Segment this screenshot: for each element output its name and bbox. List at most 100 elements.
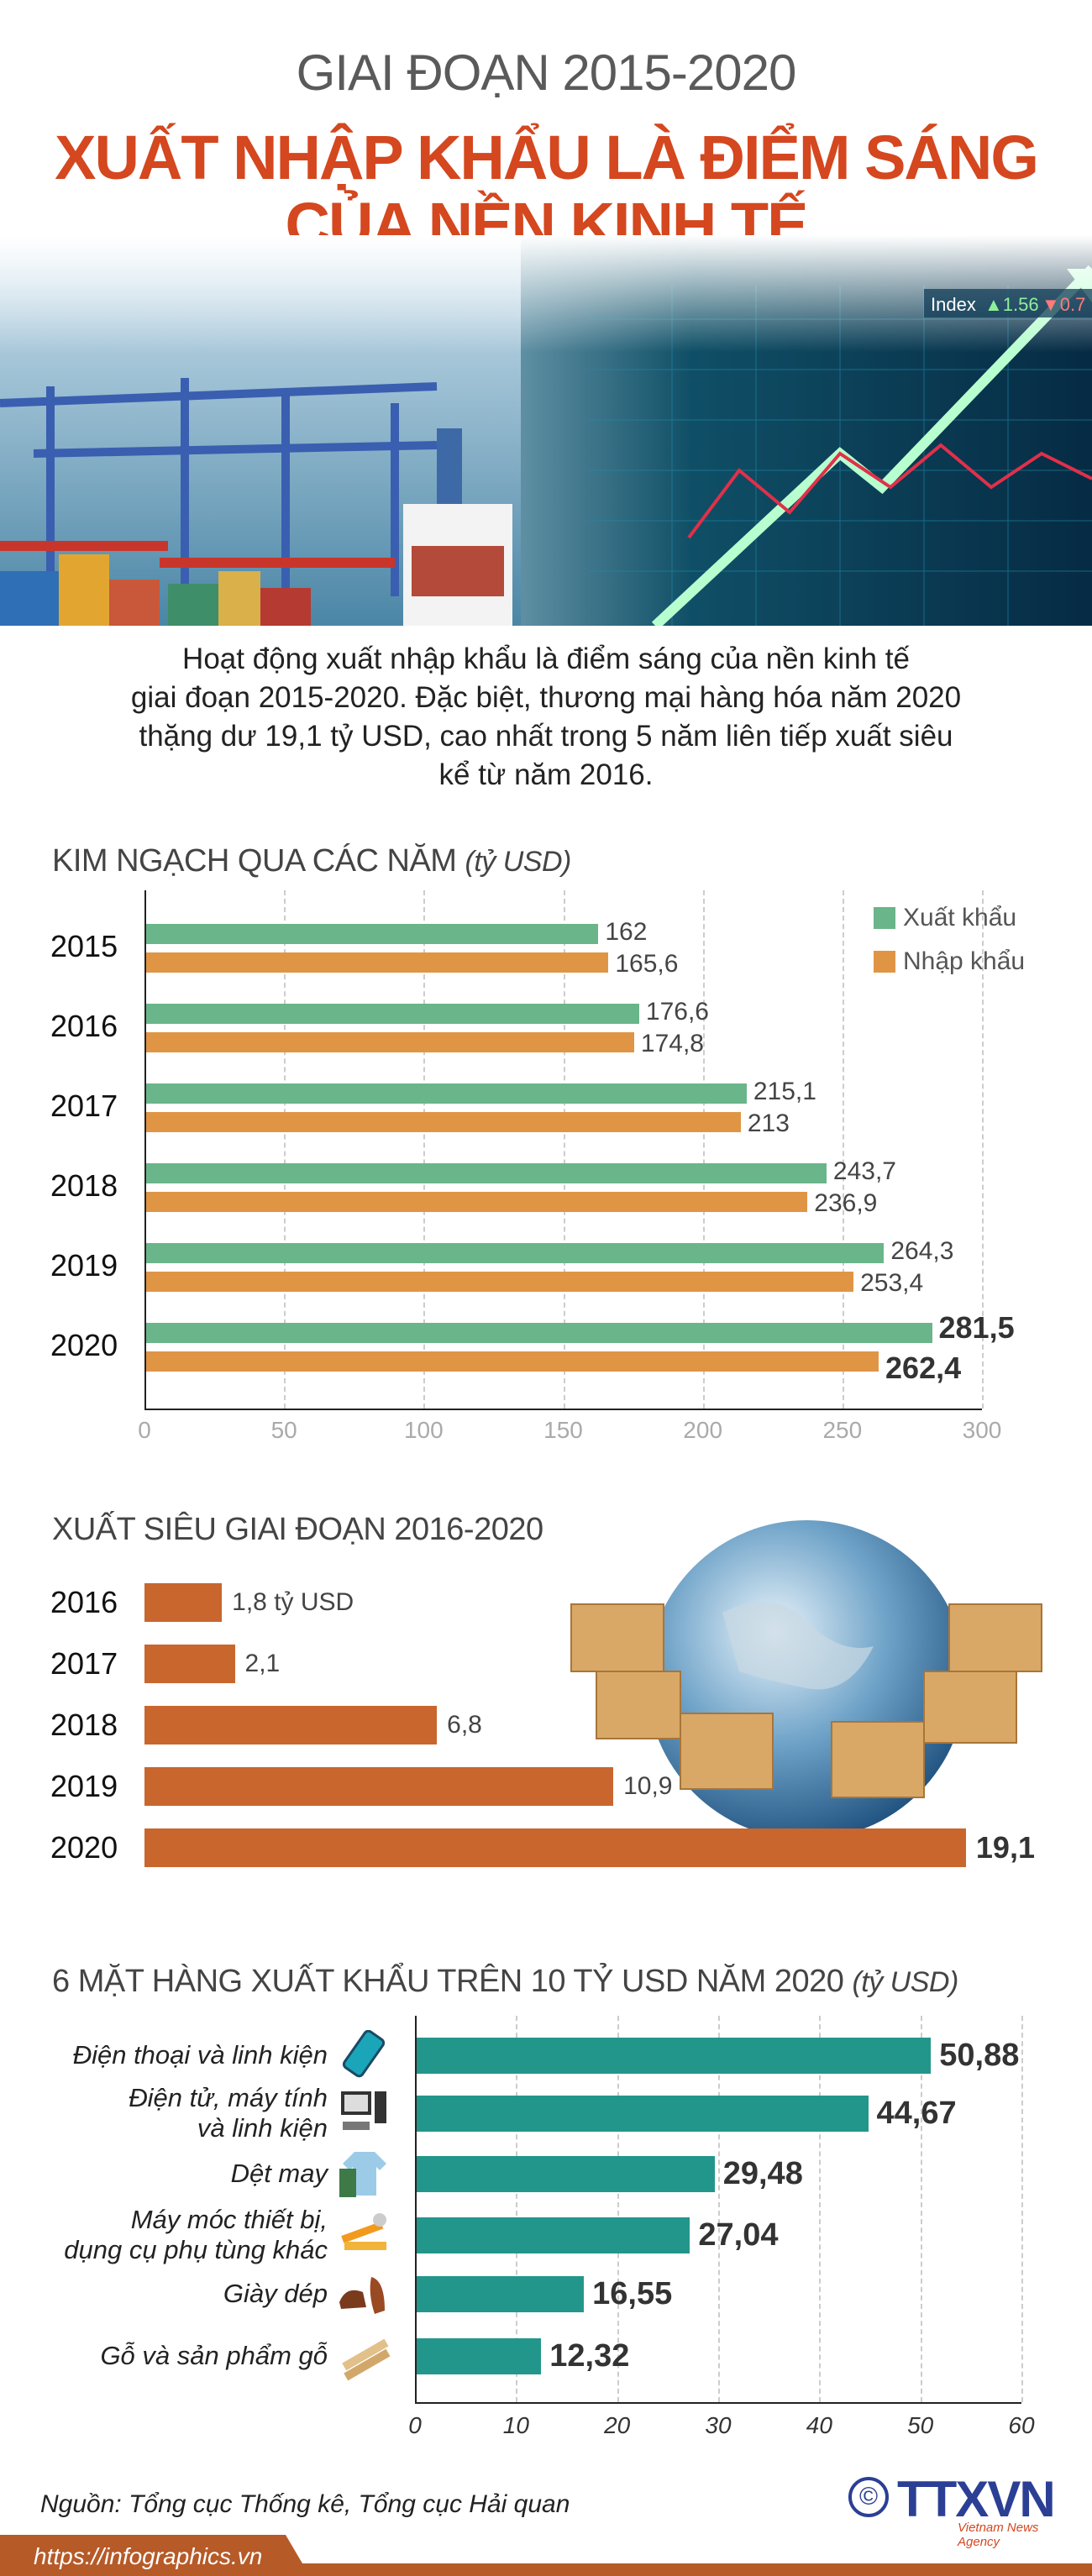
category-label: Điện tử, máy tính và linh kiện [8,2083,328,2143]
export-bar [146,1163,827,1183]
x-tick-label: 0 [408,2412,422,2438]
bar-value-label: 253,4 [860,1269,924,1297]
x-tick-label: 300 [962,1417,1002,1443]
export-bar [146,1323,932,1343]
category-label-line: Điện thoại và linh kiện [72,2040,328,2070]
y-axis [144,890,146,1409]
category-label: Điện thoại và linh kiện [8,2040,328,2070]
bar-value-label: 19,1 [975,1830,1035,1865]
x-tick-label: 30 [705,2412,732,2438]
chart3-unit: (tỷ USD) [852,1966,958,1998]
x-tick-label: 150 [543,1417,583,1443]
chart1-unit: (tỷ USD) [465,846,572,878]
bar-value-label: 6,8 [447,1711,482,1739]
product-bar [417,2217,690,2253]
import-bar [146,1032,634,1052]
surplus-bar [144,1583,223,1622]
bar-value-label: 174,8 [640,1030,704,1057]
x-tick-label: 60 [1008,2412,1035,2438]
category-label: Máy móc thiết bị, dụng cụ phụ tùng khác [8,2205,328,2265]
category-label: Gỗ và sản phẩm gỗ [8,2341,328,2371]
x-axis [144,1409,982,1410]
x-tick-label: 50 [270,1417,297,1443]
year-label: 2020 [50,1830,118,1865]
bar-value-label: 1,8 tỷ USD [232,1588,354,1616]
x-tick-label: 200 [683,1417,723,1443]
product-bar [417,2156,715,2192]
x-tick-label: 100 [403,1417,444,1443]
year-label: 2017 [50,1089,118,1123]
x-tick-label: 10 [502,2412,529,2438]
intro-line: Hoạt động xuất nhập khẩu là điểm sáng củ… [182,643,910,675]
website-link[interactable]: https://infographics.vn [34,2543,263,2569]
bar-value-label: 162 [605,918,648,946]
gridline [819,2016,822,2402]
bar-value-label: 281,5 [938,1310,1015,1345]
import-bar [146,1112,741,1132]
source-note: Nguồn: Tổng cục Thống kê, Tổng cục Hải q… [40,2490,570,2518]
hero-port-and-market-photo: Index ▲1.56 ▼0.7 [0,235,1092,626]
export-bar [146,1004,639,1024]
gridline [920,2016,922,2402]
logo-text: TTXVN [897,2471,1056,2527]
export-bar [146,924,599,944]
category-label: Dệt may [8,2159,328,2189]
copyright-icon: © [848,2477,889,2517]
bar-value-label: 236,9 [814,1189,878,1217]
gridline [423,890,426,1409]
bar-value-label: 264,3 [890,1237,954,1265]
hero-index-up: ▲1.56 [984,294,1039,315]
category-label-line: Điện tử, máy tính [129,2083,328,2112]
clothes-icon [338,2148,391,2199]
bar-value-label: 213 [747,1110,790,1137]
gridline [718,2016,720,2402]
chart2-title: XUẤT SIÊU GIAI ĐOẠN 2016-2020 [52,1512,543,1547]
intro-line: thặng dư 19,1 tỷ USD, cao nhất trong 5 n… [139,720,953,753]
gridline [1021,2016,1023,2402]
surplus-bar [144,1767,614,1806]
phone-icon [338,2029,391,2080]
intro-line: giai đoạn 2015-2020. Đặc biệt, thương mạ… [130,681,962,714]
legend-swatch [874,951,895,973]
year-label: 2016 [50,1585,118,1619]
hero-index-down: ▼0.7 [1042,294,1085,315]
surplus-bar [144,1706,438,1744]
bar-value-label: 44,67 [876,2096,957,2131]
tools-icon [338,2210,391,2260]
category-label-line: Gỗ và sản phẩm gỗ [100,2341,328,2370]
gridline [563,890,565,1409]
subtitle: GIAI ĐOẠN 2015-2020 [296,45,797,101]
footer-band [0,2535,1092,2576]
product-bar [417,2038,932,2074]
x-tick-label: 20 [604,2412,631,2438]
ttxvn-logo: © TTXVN Vietnam News Agency [848,2471,1075,2549]
year-label: 2018 [50,1708,118,1742]
surplus-bar [144,1645,235,1683]
year-label: 2016 [50,1009,118,1043]
shoes-icon [338,2269,391,2319]
y-axis [415,2016,417,2402]
import-bar [146,1351,879,1372]
bar-value-label: 2,1 [244,1650,281,1677]
chart1-title: KIM NGẠCH QUA CÁC NĂM (tỷ USD) [52,843,571,879]
gridline [982,890,984,1409]
bar-value-label: 262,4 [885,1351,962,1385]
bar-value-label: 16,55 [592,2276,673,2311]
computer-icon [338,2088,391,2138]
category-label-line: Dệt may [230,2159,328,2188]
x-tick-label: 40 [806,2412,832,2438]
product-bar [417,2096,869,2132]
bar-value-label: 29,48 [722,2156,803,2191]
export-bar [146,1243,885,1263]
year-label: 2017 [50,1646,118,1681]
category-label-line: Giày dép [223,2279,328,2308]
main-title-line-1: XUẤT NHẬP KHẨU LÀ ĐIỂM SÁNG [55,123,1039,192]
import-bar [146,1272,854,1292]
category-label-line: và linh kiện [197,2113,328,2143]
chart3-title-text: 6 MẶT HÀNG XUẤT KHẨU TRÊN 10 TỶ USD NĂM … [52,1964,844,1999]
year-label: 2015 [50,929,118,963]
gridline [516,2016,518,2402]
year-label: 2019 [50,1769,118,1803]
product-bar [417,2276,585,2312]
